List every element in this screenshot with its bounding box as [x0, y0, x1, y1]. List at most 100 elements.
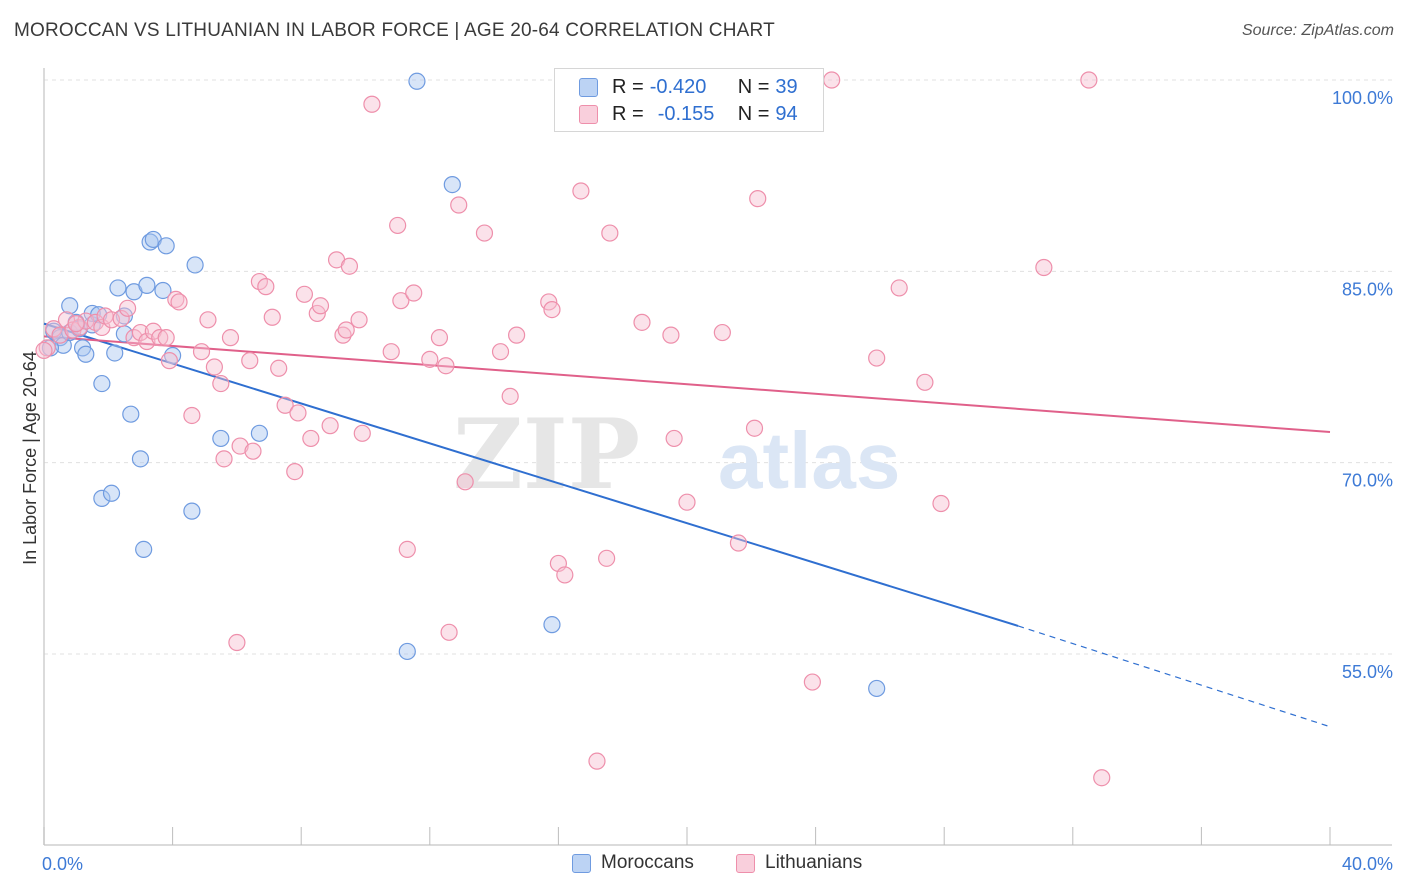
- lithuanian-point: [382, 343, 400, 361]
- n-label: N =: [737, 102, 770, 125]
- lithuanian-point: [212, 374, 230, 393]
- x-tick-label: 40.0%: [1342, 854, 1393, 874]
- y-tick-label: 100.0%: [1332, 88, 1393, 108]
- lithuanian-point: [437, 357, 455, 375]
- lithuanian-point: [1093, 769, 1111, 787]
- moroccan-point: [106, 344, 124, 362]
- lithuanian-point: [803, 673, 821, 691]
- legend-label-lithuanians: Lithuanians: [765, 852, 863, 873]
- lithuanian-point: [508, 326, 526, 344]
- lithuanian-point: [170, 293, 188, 311]
- lithuanian-point: [160, 352, 178, 370]
- lithuanian-point: [157, 329, 175, 347]
- y-tick-label: 55.0%: [1342, 662, 1393, 682]
- y-axis-label: In Labor Force | Age 20-64: [20, 351, 40, 565]
- moroccan-point: [93, 489, 111, 507]
- lithuanian-trend-line: [43, 335, 1331, 434]
- lithuanian-point: [543, 301, 561, 319]
- lithuanian-point: [501, 387, 519, 405]
- moroccan-point: [122, 405, 140, 423]
- lithuanian-point: [241, 352, 259, 370]
- lithuanian-point: [601, 224, 619, 242]
- moroccan-point: [443, 175, 461, 194]
- n-value: 94: [775, 102, 798, 125]
- n-value: 39: [775, 75, 798, 98]
- moroccan-point: [164, 346, 182, 365]
- legend-item-lithuanians[interactable]: Lithuanians: [736, 852, 862, 874]
- legend-swatch-moroccans: [572, 853, 591, 873]
- lithuanian-point: [678, 493, 696, 511]
- lithuanian-point: [363, 95, 381, 113]
- lithuanian-point: [350, 311, 368, 329]
- tick-labels: 55.0% 70.0% 85.0% 100.0% 0.0% 40.0%: [42, 88, 1393, 874]
- lithuanian-point: [295, 285, 314, 303]
- legend-swatch-lithuanians: [579, 104, 598, 124]
- axes: [43, 68, 1392, 846]
- lithuanian-point: [1080, 71, 1098, 89]
- lithuanian-point: [729, 534, 748, 552]
- legend-row-moroccans: R = -0.420 N = 39: [579, 75, 798, 99]
- lithuanian-point: [257, 278, 275, 296]
- lithuanian-point: [405, 284, 423, 302]
- lithuanian-point: [392, 292, 410, 310]
- n-label: N =: [737, 75, 770, 98]
- lithuanian-point: [302, 429, 320, 448]
- stats-legend: R = -0.420 N = 39 R = -0.155 N = 94: [554, 68, 824, 132]
- watermark: ZIP atlas: [453, 398, 901, 511]
- lithuanian-point: [244, 442, 262, 460]
- moroccan-point: [77, 345, 95, 363]
- lithuanian-point: [112, 309, 130, 328]
- lithuanian-point: [890, 279, 908, 297]
- x-tick-label: 0.0%: [42, 854, 83, 874]
- r-value: -0.420: [649, 75, 707, 98]
- lithuanian-point: [713, 323, 731, 342]
- lithuanian-point: [1035, 258, 1053, 277]
- lithuanian-point: [45, 320, 63, 338]
- y-tick-label: 70.0%: [1342, 471, 1393, 491]
- lithuanian-point: [340, 257, 359, 275]
- lithuanian-point: [228, 633, 246, 652]
- lithuanian-point: [633, 313, 651, 331]
- lithuanian-point: [270, 359, 288, 377]
- moroccan-point: [102, 484, 121, 502]
- watermark-zip: ZIP: [453, 398, 640, 511]
- legend-swatch-moroccans: [579, 77, 598, 97]
- lithuanian-point: [138, 332, 156, 351]
- lithuanian-point: [389, 216, 407, 235]
- r-value: -0.155: [657, 102, 715, 125]
- source-label: Source: ZipAtlas.com: [1241, 22, 1394, 39]
- lithuanian-point: [749, 190, 767, 208]
- lithuanian-point: [450, 196, 468, 214]
- lithuanian-point: [665, 429, 683, 448]
- data-points: [35, 71, 1111, 787]
- lithuanian-point: [556, 566, 574, 584]
- moroccan-point: [408, 72, 426, 90]
- legend-swatch-lithuanians: [736, 853, 755, 873]
- moroccan-point: [543, 616, 561, 634]
- lithuanian-point: [353, 424, 371, 442]
- gridlines: [44, 79, 1392, 655]
- series-legend: Moroccans Lithuanians: [0, 852, 1406, 876]
- lithuanian-point: [131, 323, 150, 342]
- moroccan-trend-extension: [1017, 625, 1331, 728]
- moroccan-point: [183, 502, 201, 520]
- lithuanian-point: [221, 329, 240, 347]
- lithuanian-point: [35, 341, 53, 360]
- r-label: R =: [612, 75, 644, 98]
- moroccan-point: [154, 281, 172, 300]
- lithuanian-point: [932, 494, 950, 513]
- lithuanian-point: [745, 419, 764, 437]
- watermark-atlas: atlas: [718, 416, 900, 505]
- moroccan-point: [61, 323, 79, 342]
- moroccan-trend-line: [43, 322, 1019, 627]
- lithuanian-point: [192, 343, 211, 361]
- lithuanian-point: [398, 540, 416, 559]
- lithuanian-point: [430, 329, 449, 347]
- moroccan-point: [868, 679, 886, 698]
- lithuanian-point: [868, 349, 886, 367]
- lithuanian-point: [231, 437, 249, 455]
- moroccan-point: [93, 374, 111, 393]
- lithuanian-point: [572, 182, 590, 200]
- lithuanian-point: [598, 549, 616, 567]
- legend-item-moroccans[interactable]: Moroccans: [572, 852, 694, 874]
